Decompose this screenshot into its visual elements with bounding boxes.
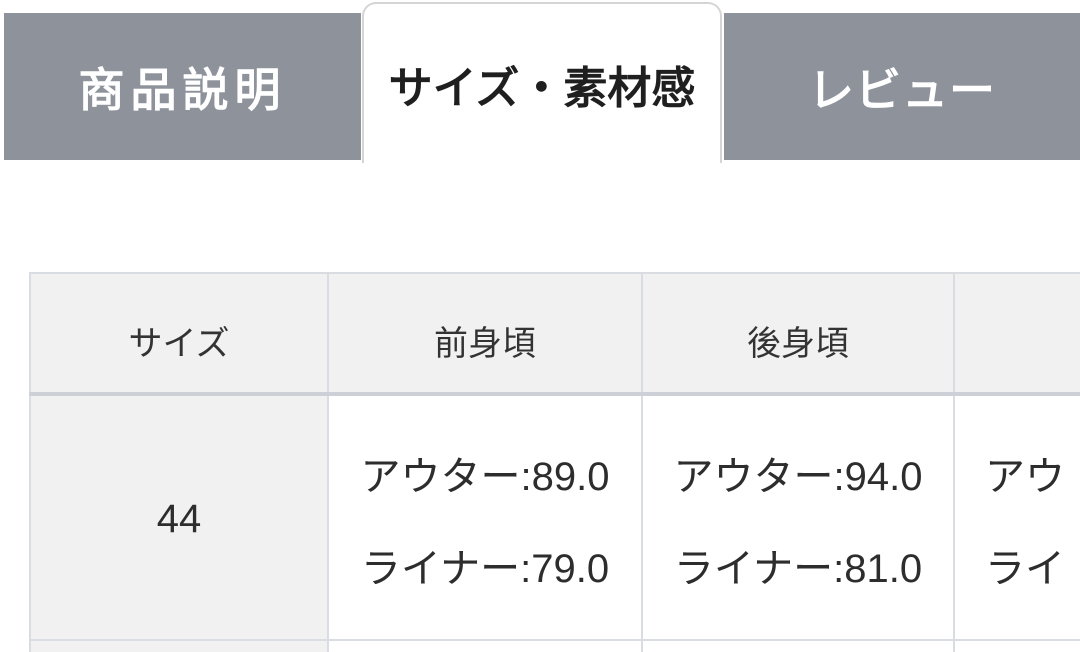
clipped-outer-value: アウ <box>985 454 1065 499</box>
tab-product-description[interactable]: 商品説明 <box>4 13 361 160</box>
tab-reviews-label: レビュー <box>808 63 996 116</box>
header-clipped <box>953 272 1080 396</box>
size-table-container: サイズ 前身頃 後身頃 44 アウター:89.0 ライナー:79.0 アウター:… <box>29 272 1080 652</box>
header-back-body: 後身頃 <box>641 272 955 396</box>
cell-front-body: アウター:89.0 ライナー:79.0 <box>327 393 643 641</box>
cell-size-value: 44 <box>29 393 329 641</box>
tab-size-material-label: サイズ・素材感 <box>388 63 696 113</box>
cell-next-size <box>29 639 329 652</box>
cell-clipped-column: アウ ライ <box>953 393 1080 641</box>
tab-size-material[interactable]: サイズ・素材感 <box>362 2 722 163</box>
back-liner-value: ライナー:81.0 <box>673 546 923 591</box>
cell-next-clipped <box>953 639 1080 652</box>
cell-back-body: アウター:94.0 ライナー:81.0 <box>641 393 955 641</box>
cell-next-front <box>327 639 643 652</box>
tab-reviews[interactable]: レビュー <box>724 13 1080 160</box>
header-size: サイズ <box>29 272 329 396</box>
size-spec-table: サイズ 前身頃 後身頃 44 アウター:89.0 ライナー:79.0 アウター:… <box>29 272 1080 652</box>
front-outer-value: アウター:89.0 <box>360 454 610 499</box>
header-front-body: 前身頃 <box>327 272 643 396</box>
back-outer-value: アウター:94.0 <box>673 454 923 499</box>
tab-product-description-label: 商品説明 <box>78 63 287 116</box>
front-liner-value: ライナー:79.0 <box>360 546 610 591</box>
cell-next-back <box>641 639 955 652</box>
product-tab-strip: 商品説明 サイズ・素材感 レビュー <box>0 0 1080 163</box>
size-row-next-partial <box>29 639 1080 652</box>
clipped-liner-value: ライ <box>985 546 1065 591</box>
size-table-header-row: サイズ 前身頃 後身頃 <box>29 272 1080 396</box>
size-row-44: 44 アウター:89.0 ライナー:79.0 アウター:94.0 ライナー:81… <box>29 393 1080 641</box>
